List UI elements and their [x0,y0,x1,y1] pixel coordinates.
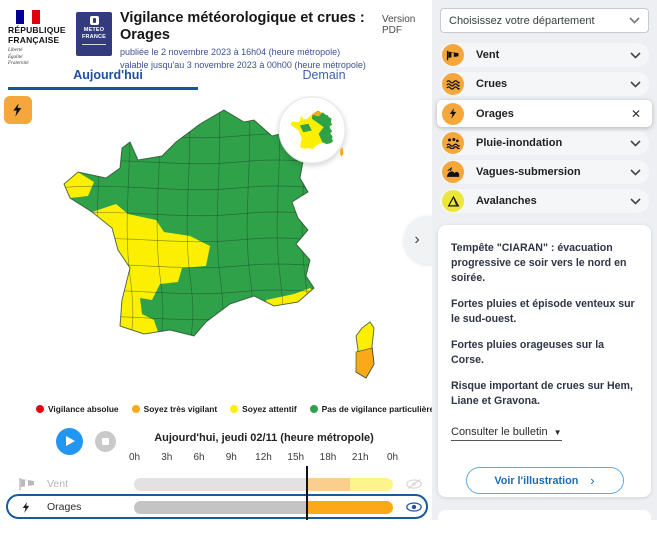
republique-francaise-logo: RÉPUBLIQUE FRANÇAISE Liberté Égalité Fra… [8,10,66,68]
valid-until-date: valable jusqu'au 3 novembre 2023 à 00h00… [120,60,366,71]
yellow-dot-icon [230,405,239,413]
hazard-list: Vent Crues [437,43,652,213]
play-button[interactable] [56,427,83,455]
version-pdf-link[interactable]: Version PDF [382,14,416,36]
chevron-right-icon: › [590,473,595,489]
bulletin-paragraph: Fortes pluies orageuses sur la Corse. [451,339,605,367]
motto-liberte: Liberté [8,48,23,54]
hazard-circle [442,190,464,212]
french-flag-icon [16,10,40,24]
timeline-row-orages[interactable]: Orages [0,499,432,515]
eye-icon[interactable] [405,500,423,514]
sidebar: Choisissez votre département Vent [432,0,657,550]
brand-line2: FRANÇAISE [8,34,60,45]
bulletin-paragraph: Fortes pluies et épisode venteux sur le … [451,298,635,326]
meteo-france-logo: METEO FRANCE [76,12,112,56]
day-tabs: Aujourd'hui Demain [0,64,432,90]
chevron-down-icon [629,17,640,24]
wave-icon [446,166,460,177]
hazard-circle [442,44,464,66]
bulletin-paragraph: Tempête "CIARAN" : évacuation progressiv… [451,242,627,285]
chevron-down-icon[interactable] [630,51,641,59]
hazard-row-crues[interactable]: Crues [440,72,649,96]
chevron-down-icon[interactable] [630,139,641,147]
consult-bulletin-link[interactable]: Consulter le bulletin ▼ [451,426,562,442]
red-dot-icon [36,405,44,413]
meteo-logo-line1: METEO [83,27,105,33]
hazard-row-orages[interactable]: Orages ✕ [437,100,652,127]
legend-item: Soyez très vigilant [131,404,217,414]
hazard-circle [442,73,464,95]
tab-aujourdhui[interactable]: Aujourd'hui [0,64,216,90]
bulletin-card: Tempête "CIARAN" : évacuation progressiv… [438,225,651,497]
timeline-row-vent[interactable]: Vent [0,476,432,492]
meteo-france-mark-icon [89,16,99,25]
chevron-right-icon: › [414,231,420,248]
published-date: publiée le 2 novembre 2023 à 16h04 (heur… [120,46,341,57]
main-panel: RÉPUBLIQUE FRANÇAISE Liberté Égalité Fra… [0,10,452,520]
caret-down-icon: ▼ [553,428,562,438]
timeline-hours: 0h 3h 6h 9h 12h 15h 18h 21h 0h [128,452,399,463]
tab-demain[interactable]: Demain [302,68,346,82]
stop-button[interactable] [95,430,116,452]
hazard-row-pluie-inondation[interactable]: Pluie-inondation [440,131,649,155]
waves-icon [446,79,460,90]
stop-icon [102,437,109,445]
chevron-down-icon[interactable] [630,197,641,205]
hazard-row-vagues-submersion[interactable]: Vagues-submersion [440,160,649,184]
eye-off-icon[interactable] [405,477,423,491]
overview-inset [278,96,346,164]
legend-item: Soyez attentif [230,404,297,414]
timeline-title: Aujourd'hui, jeudi 02/11 (heure métropol… [154,432,374,444]
vigilance-map[interactable] [58,96,430,402]
lightning-icon [449,108,456,119]
orange-dot-icon [131,405,140,413]
play-icon [66,436,75,446]
lightning-icon [13,103,22,117]
avalanche-icon [447,195,459,207]
meteo-logo-line2: FRANCE [81,33,107,40]
hazard-circle [442,161,464,183]
hazard-circle [442,102,464,125]
rain-flood-icon [446,138,460,149]
orages-row-selection-pill [6,494,428,519]
motto-fraternite: Fraternité [8,61,29,67]
motto-egalite: Égalité [8,54,23,60]
legend-item: Vigilance absolue [36,404,119,414]
page-title: Vigilance météorologique et crues : Orag… [120,10,365,44]
windsock-icon [446,50,459,60]
orages-timeline-bar [134,500,393,514]
lightning-icon [22,501,30,513]
bulletin-paragraph: Risque important de crues sur Hem, Liane… [451,380,633,408]
selected-hazard-badge [4,96,32,124]
department-select[interactable]: Choisissez votre département [440,8,649,33]
voir-illustration-button[interactable]: Voir l'illustration › [465,467,624,495]
green-dot-icon [309,405,318,413]
close-icon[interactable]: ✕ [630,106,641,121]
vent-timeline-bar [134,477,393,491]
legend-item: Pas de vigilance particulière [309,404,434,414]
timeline-controls [56,427,116,455]
brand-line1: RÉPUBLIQUE [8,25,66,35]
corsica [355,321,375,379]
hazard-circle [442,132,464,154]
hazard-row-avalanches[interactable]: Avalanches [440,189,649,213]
hazard-row-vent[interactable]: Vent [440,43,649,67]
chevron-down-icon[interactable] [630,168,641,176]
chevron-down-icon[interactable] [630,80,641,88]
vigilance-legend: Vigilance absolue Soyez très vigilant So… [36,404,434,414]
windsock-icon [19,478,34,490]
next-card-partial [438,510,651,550]
meteo-logo-tagline [82,43,106,47]
